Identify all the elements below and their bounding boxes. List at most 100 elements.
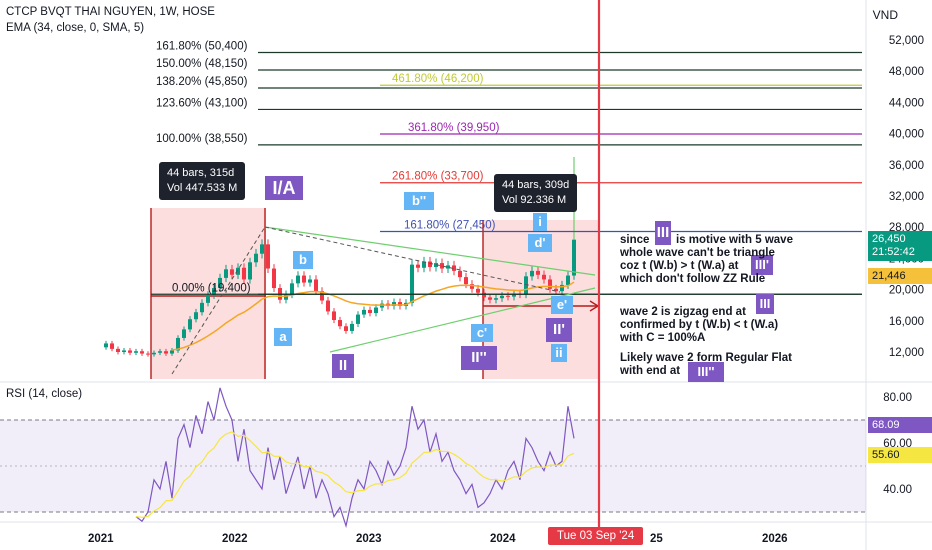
candle-body	[122, 350, 126, 352]
candle-body	[500, 295, 504, 299]
rsi-indicator-label[interactable]: RSI (14, close)	[6, 388, 83, 400]
candle-body	[140, 351, 144, 354]
candle-body	[368, 309, 372, 313]
candle-body	[116, 348, 120, 352]
rsi-tick-label: 40.00	[883, 484, 912, 496]
candle-body	[182, 329, 186, 338]
ema-price-tag: 21,446	[868, 268, 932, 284]
wave-label-b[interactable]: b	[293, 251, 313, 269]
note-triangle[interactable]: whole wave can't be triangle	[620, 247, 775, 259]
note-confirmed[interactable]: confirmed by t (W.b) < t (W.a)	[620, 319, 779, 331]
wave-label-e1[interactable]: e'	[551, 296, 573, 314]
candle-body	[128, 350, 132, 353]
fib-level-label: 161.80% (50,400)	[156, 40, 248, 52]
wave-label-iii-b[interactable]: III	[756, 294, 774, 314]
wave-path-dashed	[264, 226, 561, 293]
currency-label[interactable]: VND	[872, 8, 898, 22]
note-c-equals[interactable]: with C = 100%A	[620, 332, 706, 344]
fib-extension-label: 461.80% (46,200)	[392, 73, 484, 85]
wave-label-ia[interactable]: I/A	[265, 176, 303, 200]
candle-body	[134, 351, 138, 353]
candle-body	[476, 288, 480, 293]
candle-body	[206, 295, 210, 303]
wave-label-d1[interactable]: d'	[528, 234, 552, 252]
wave-label-a[interactable]: a	[274, 328, 292, 346]
candle-body	[242, 267, 246, 280]
candle-body	[248, 262, 252, 280]
candle-body	[506, 295, 510, 297]
wave-label-ii[interactable]: II	[332, 354, 354, 378]
note-since[interactable]: since	[620, 234, 650, 246]
measure-box-2[interactable]: 44 bars, 309d Vol 92.336 M	[494, 174, 578, 212]
measure-box-1[interactable]: 44 bars, 315d Vol 447.533 M	[159, 162, 246, 200]
note-zigzag[interactable]: wave 2 is zigzag end at	[620, 306, 746, 318]
candle-body	[374, 307, 378, 313]
candle-body	[104, 343, 108, 348]
candle-body	[194, 312, 198, 320]
note-flat[interactable]: Likely wave 2 form Regular Flat	[620, 352, 792, 364]
wave-label-iii1[interactable]: III'	[751, 255, 773, 275]
candle-body	[416, 264, 420, 268]
candle-body	[422, 261, 426, 268]
price-tick-label: 16,000	[889, 316, 924, 328]
candle-body	[560, 284, 564, 292]
measure-bars: 44 bars, 309d	[502, 179, 570, 191]
fib-extension-label: 161.80% (27,450)	[404, 219, 496, 231]
note-zz-rule[interactable]: which don't follow ZZ Rule	[620, 273, 766, 285]
candle-body	[350, 323, 354, 331]
rsi-ma-value-tag: 55.60	[868, 447, 932, 463]
measure-volume: Vol 447.533 M	[167, 182, 238, 194]
candle-body	[266, 244, 270, 269]
wave-label-i[interactable]: i	[533, 213, 547, 231]
candle-body	[302, 275, 306, 283]
candle-body	[176, 337, 180, 351]
candle-body	[488, 297, 492, 300]
wave-label-iii-c[interactable]: III''	[688, 362, 724, 382]
candle-body	[152, 352, 156, 355]
ema-indicator-label[interactable]: EMA (34, close, 0, SMA, 5)	[6, 22, 145, 34]
candle-body	[410, 264, 414, 303]
candle-body	[254, 253, 258, 263]
price-tick-label: 44,000	[889, 97, 924, 109]
candle-body	[356, 314, 360, 324]
rsi-line	[135, 387, 575, 529]
candle-body	[548, 279, 552, 289]
candle-body	[512, 293, 516, 297]
x-tick-2022: 2022	[222, 533, 248, 545]
x-tick-2025: 25	[650, 533, 663, 545]
candle-body	[542, 274, 546, 280]
ema-line	[171, 281, 575, 351]
note-motive[interactable]: is motive with 5 wave	[676, 234, 793, 246]
candle-body	[296, 275, 300, 284]
wave-label-iii-a[interactable]: III	[655, 221, 671, 245]
candle-body	[536, 270, 540, 275]
price-tick-label: 32,000	[889, 191, 924, 203]
candle-body	[338, 320, 342, 327]
candle-body	[566, 275, 570, 285]
note-end-at[interactable]: with end at	[620, 365, 681, 377]
candle-body	[428, 261, 432, 267]
triangle-lower-line	[329, 287, 596, 353]
candle-body	[236, 267, 240, 275]
time-cursor-label: Tue 03 Sep '24	[548, 527, 644, 545]
x-tick-2023: 2023	[356, 533, 382, 545]
price-tick-label: 12,000	[889, 347, 924, 359]
price-series	[104, 157, 576, 529]
wave-label-b2[interactable]: b''	[404, 192, 434, 210]
candle-body	[290, 283, 294, 295]
wave-label-ii2[interactable]: II''	[461, 346, 497, 370]
bar-countdown: 21:52:42	[872, 246, 915, 258]
rsi-tick-label: 80.00	[883, 392, 912, 404]
wave-label-ii-small[interactable]: ii	[551, 344, 567, 362]
wave-label-c1[interactable]: c'	[471, 324, 493, 342]
candle-body	[146, 353, 150, 355]
last-price-value: 26,450	[872, 233, 906, 245]
candle-body	[200, 302, 204, 313]
candle-body	[170, 350, 174, 354]
note-coz[interactable]: coz t (W.b) > t (W.a) at	[620, 260, 739, 272]
candle-body	[314, 279, 318, 292]
rsi-value-tag: 68.09	[868, 417, 932, 433]
triangle-upper-line	[264, 226, 596, 276]
wave-label-ii1[interactable]: II'	[546, 318, 572, 342]
